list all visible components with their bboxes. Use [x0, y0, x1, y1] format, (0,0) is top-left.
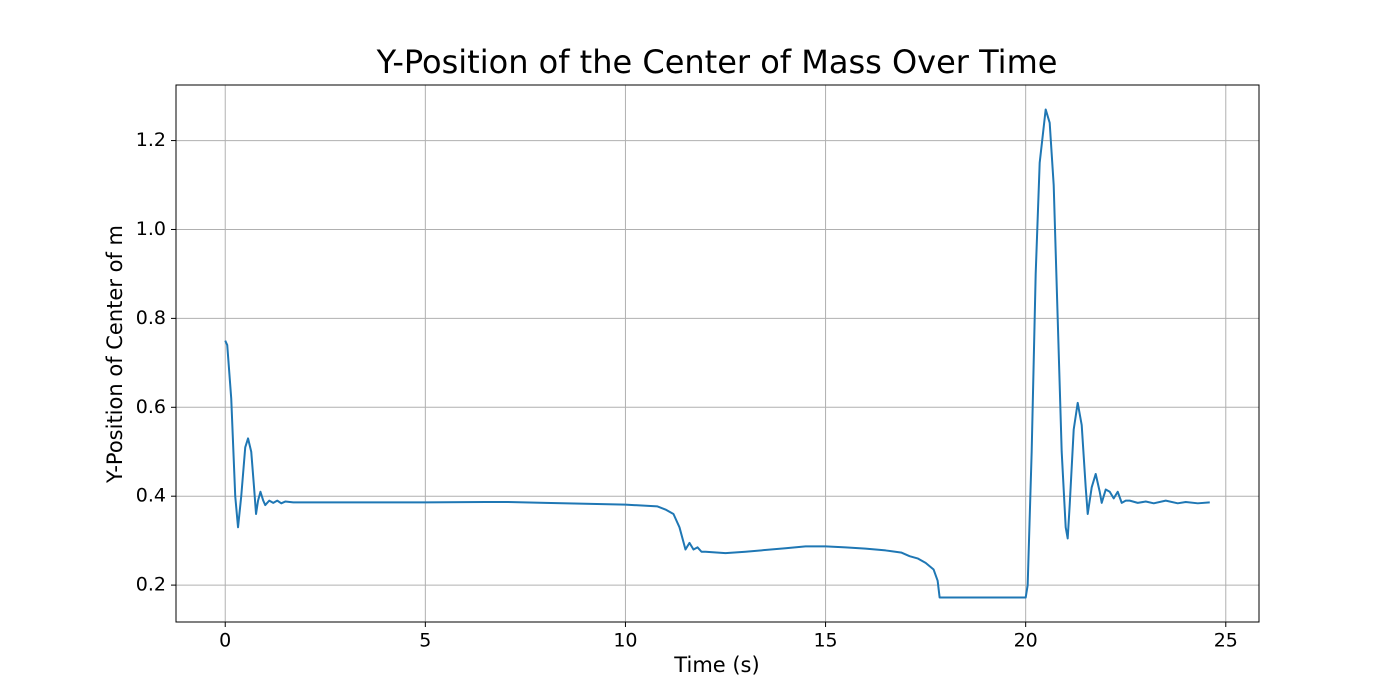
x-axis-label: Time (s) [673, 653, 759, 677]
y-tick-label: 0.8 [136, 307, 166, 329]
y-tick-label: 0.4 [136, 485, 166, 507]
x-tick-label: 25 [1214, 630, 1238, 652]
data-line [224, 108, 1210, 599]
x-tick-label: 15 [813, 630, 837, 652]
x-tick-label: 20 [1014, 630, 1038, 652]
x-tick-label: 0 [219, 630, 231, 652]
plot-frame [175, 84, 1260, 623]
y-tick-label: 1.0 [136, 218, 166, 240]
y-tick-label: 1.2 [136, 129, 166, 151]
y-axis-label: Y-Position of Center of m [103, 225, 127, 484]
x-tick-label: 10 [613, 630, 637, 652]
y-tick-label: 0.2 [136, 574, 166, 596]
x-tick-label: 5 [419, 630, 431, 652]
y-tick-label: 0.6 [136, 396, 166, 418]
chart-title: Y-Position of the Center of Mass Over Ti… [376, 43, 1058, 81]
